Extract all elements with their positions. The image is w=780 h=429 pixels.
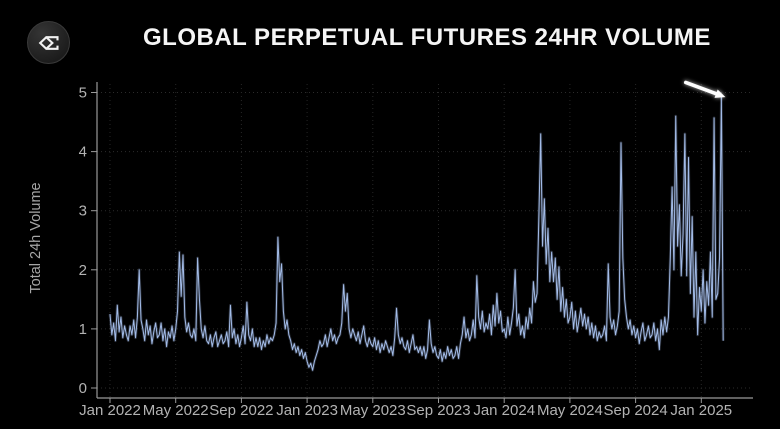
- y-tick-label: 0: [79, 380, 87, 397]
- y-axis-title: Total 24h Volume: [28, 182, 44, 293]
- volume-line: [109, 96, 724, 371]
- x-tick-label: Sep 2024: [603, 402, 667, 419]
- sigma-diamond-logo-icon: [38, 35, 59, 50]
- y-tick-label: 3: [79, 203, 87, 220]
- annotation-arrow-group: [683, 80, 726, 98]
- brand-logo: [27, 21, 70, 64]
- x-tick-label: Jan 2025: [670, 402, 732, 419]
- annotation-arrow: [683, 80, 726, 98]
- x-tick-label: Sep 2023: [406, 402, 470, 419]
- y-tick-label: 5: [79, 85, 87, 102]
- x-tick-label: May 2023: [340, 402, 406, 419]
- y-tick-label: 2: [79, 262, 87, 279]
- x-tick-label: May 2024: [537, 402, 603, 419]
- x-tick-label: Sep 2022: [209, 402, 273, 419]
- y-tick-label: 4: [79, 144, 87, 161]
- y-tick-label: 1: [79, 321, 87, 338]
- x-tick-label: Jan 2022: [79, 402, 141, 419]
- header: GLOBAL PERPETUAL FUTURES 24HR VOLUME: [0, 0, 780, 70]
- annotation-arrowhead: [714, 89, 726, 98]
- x-tick-label: Jan 2023: [276, 402, 338, 419]
- x-tick-label: May 2022: [143, 402, 209, 419]
- x-tick-label: Jan 2024: [473, 402, 535, 419]
- grid-layer: [97, 84, 753, 398]
- annotation-arrow-shaft: [683, 80, 718, 96]
- page-title: GLOBAL PERPETUAL FUTURES 24HR VOLUME: [143, 24, 711, 51]
- volume-line-series: [108, 95, 725, 372]
